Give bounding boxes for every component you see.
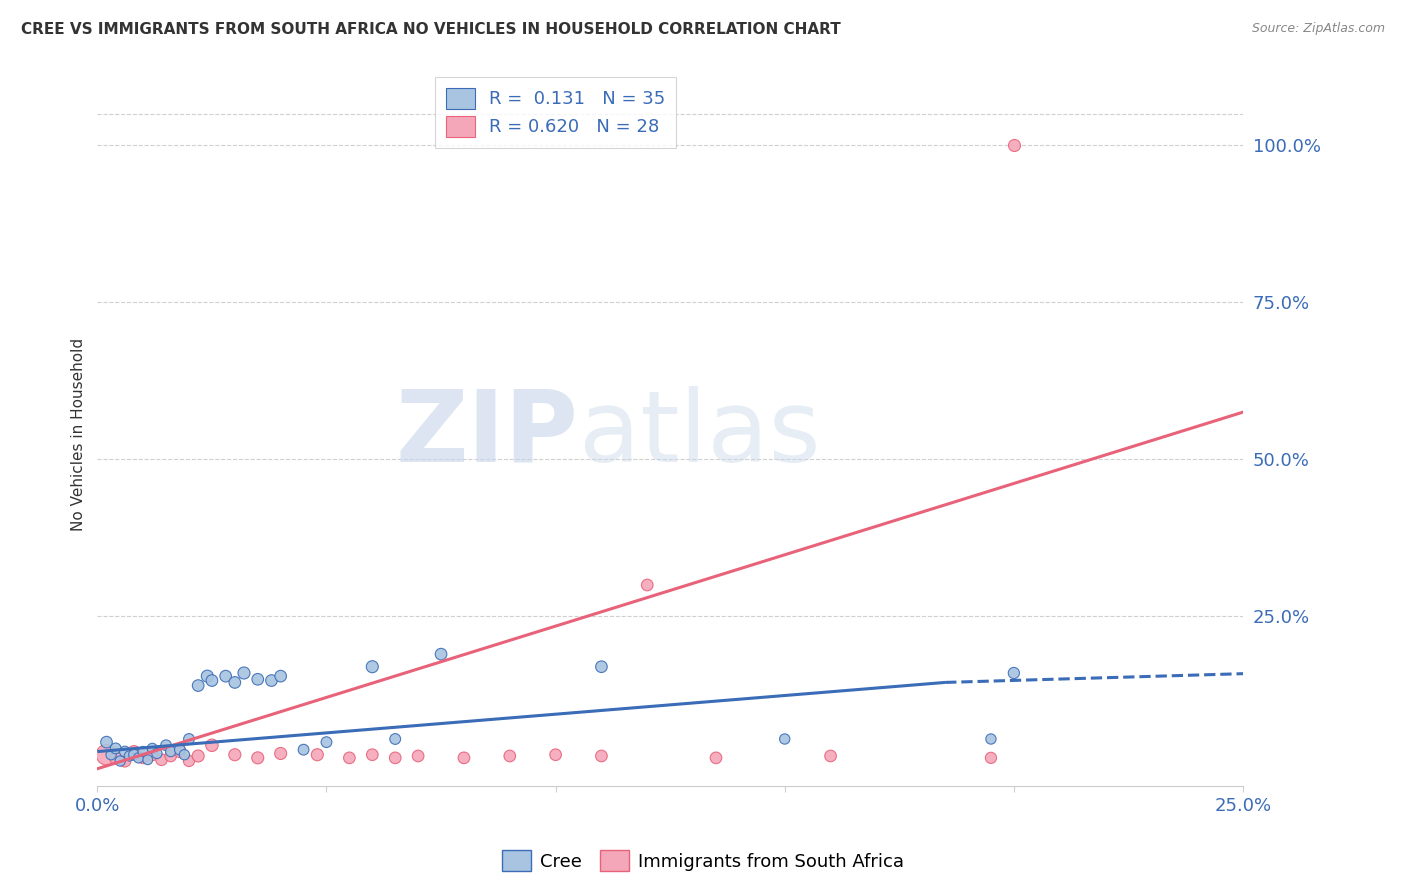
Point	[233, 665, 256, 680]
Point	[128, 751, 150, 765]
Point	[704, 751, 727, 765]
Point	[150, 753, 173, 767]
Point	[384, 731, 406, 746]
Point	[132, 751, 155, 765]
Point	[141, 741, 163, 756]
Point	[159, 745, 181, 759]
Point	[1002, 665, 1025, 680]
Point	[270, 747, 292, 761]
Point	[104, 741, 127, 756]
Point	[104, 751, 127, 765]
Point	[1002, 138, 1025, 153]
Point	[591, 749, 613, 764]
Point	[114, 745, 136, 759]
Point	[169, 742, 191, 756]
Point	[246, 673, 269, 687]
Point	[246, 751, 269, 765]
Point	[361, 659, 384, 673]
Point	[260, 673, 283, 688]
Point	[177, 731, 200, 746]
Point	[773, 731, 796, 746]
Point	[315, 735, 337, 749]
Point	[114, 754, 136, 768]
Point	[453, 751, 475, 765]
Point	[980, 751, 1002, 765]
Point	[292, 742, 315, 756]
Legend: Cree, Immigrants from South Africa: Cree, Immigrants from South Africa	[495, 843, 911, 879]
Point	[169, 745, 191, 759]
Point	[224, 675, 246, 690]
Point	[270, 669, 292, 683]
Point	[307, 747, 329, 762]
Point	[96, 735, 118, 749]
Legend: R =  0.131   N = 35, R = 0.620   N = 28: R = 0.131 N = 35, R = 0.620 N = 28	[434, 77, 676, 148]
Point	[337, 751, 360, 765]
Point	[177, 754, 200, 768]
Point	[214, 669, 236, 683]
Point	[159, 749, 181, 764]
Text: Source: ZipAtlas.com: Source: ZipAtlas.com	[1251, 22, 1385, 36]
Point	[96, 747, 118, 762]
Y-axis label: No Vehicles in Household: No Vehicles in Household	[72, 337, 86, 531]
Point	[361, 747, 384, 762]
Point	[118, 749, 141, 764]
Text: CREE VS IMMIGRANTS FROM SOUTH AFRICA NO VEHICLES IN HOUSEHOLD CORRELATION CHART: CREE VS IMMIGRANTS FROM SOUTH AFRICA NO …	[21, 22, 841, 37]
Point	[100, 747, 122, 762]
Text: ZIP: ZIP	[395, 385, 578, 483]
Point	[980, 731, 1002, 746]
Point	[430, 647, 453, 661]
Point	[155, 739, 177, 753]
Point	[544, 747, 567, 762]
Point	[136, 753, 159, 767]
Text: atlas: atlas	[578, 385, 820, 483]
Point	[122, 745, 145, 759]
Point	[173, 747, 195, 762]
Point	[201, 673, 224, 688]
Point	[591, 659, 613, 673]
Point	[820, 749, 842, 764]
Point	[122, 747, 145, 762]
Point	[132, 745, 155, 759]
Point	[187, 679, 209, 693]
Point	[406, 749, 429, 764]
Point	[636, 578, 658, 592]
Point	[499, 749, 522, 764]
Point	[187, 749, 209, 764]
Point	[201, 739, 224, 753]
Point	[146, 747, 169, 761]
Point	[224, 747, 246, 762]
Point	[141, 747, 163, 762]
Point	[384, 751, 406, 765]
Point	[110, 754, 132, 768]
Point	[195, 669, 218, 683]
